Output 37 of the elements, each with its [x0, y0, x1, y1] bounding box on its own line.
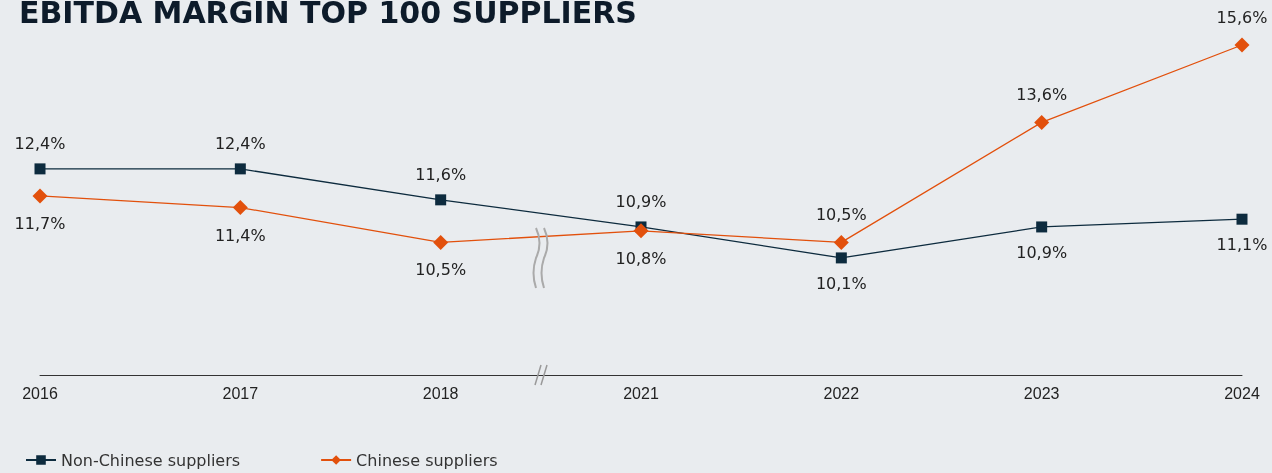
point [435, 194, 447, 206]
data-label: 12,4% [14, 133, 66, 153]
data-label: 10,5% [415, 260, 467, 280]
point [232, 200, 248, 216]
x-tick-label: 2016 [22, 384, 58, 402]
data-label: 11,7% [14, 213, 66, 233]
data-label: 10,5% [815, 205, 867, 225]
data-label: 11,1% [1216, 235, 1268, 255]
point [433, 234, 449, 250]
point [633, 223, 649, 239]
data-label: 10,1% [815, 273, 867, 293]
data-label: 10,8% [615, 248, 667, 268]
point [234, 163, 246, 175]
data-label: 15,6% [1216, 8, 1268, 27]
data-label: 10,9% [615, 191, 667, 211]
chart-title: EBITDA MARGIN TOP 100 SUPPLIERS [19, 0, 637, 30]
point [1236, 213, 1248, 225]
point [1036, 221, 1048, 233]
point [32, 188, 48, 204]
point [1234, 37, 1250, 53]
x-tick-label: 2024 [1224, 384, 1260, 402]
data-label: 12,4% [214, 133, 266, 153]
point [34, 163, 46, 175]
point [835, 252, 847, 264]
x-tick-label: 2017 [222, 384, 259, 402]
legend-label: Non-Chinese suppliers [61, 450, 241, 470]
legend-label: Chinese suppliers [356, 450, 498, 470]
data-label: 10,9% [1016, 242, 1068, 262]
point [833, 234, 849, 250]
x-tick-label: 2022 [823, 384, 860, 402]
x-tick-label: 2023 [1023, 384, 1060, 402]
data-label: 13,6% [1016, 85, 1068, 105]
data-label: 11,6% [415, 164, 467, 184]
point [1034, 114, 1050, 130]
x-tick-label: 2021 [623, 384, 659, 402]
x-tick-label: 2018 [422, 384, 459, 402]
data-label: 11,4% [214, 225, 266, 245]
